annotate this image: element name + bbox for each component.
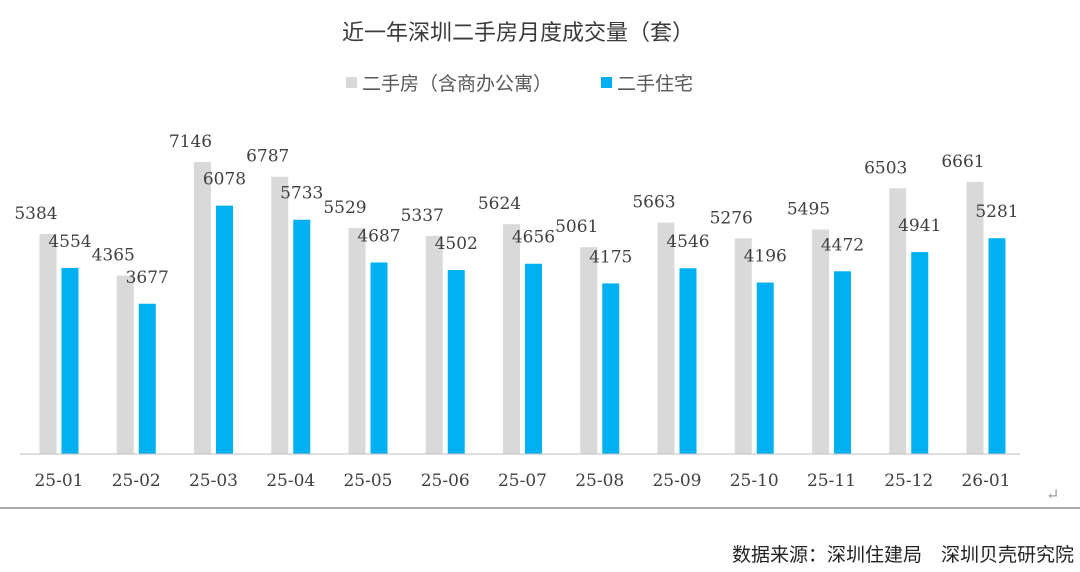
- x-tick-25-12: 25-12: [884, 471, 933, 491]
- value-label-secondhand-all-25-10: 5276: [710, 208, 753, 228]
- value-label-secondhand-residential-25-09: 4546: [666, 232, 709, 252]
- legend-label-secondhand-all: 二手房（含商办公寓）: [362, 73, 552, 95]
- bars-layer: [39, 162, 1006, 454]
- bar-secondhand-residential-25-05: [370, 262, 388, 454]
- value-label-secondhand-all-25-09: 5663: [632, 193, 675, 213]
- bar-secondhand-all-25-07: [503, 224, 520, 454]
- value-label-secondhand-residential-25-10: 4196: [744, 247, 787, 267]
- x-tick-25-01: 25-01: [34, 471, 83, 491]
- chart-title: 近一年深圳二手房月度成交量（套）: [342, 21, 694, 46]
- x-tick-25-06: 25-06: [421, 471, 470, 491]
- x-tick-25-02: 25-02: [112, 471, 161, 491]
- legend-swatch-secondhand-all: [346, 77, 357, 88]
- value-label-secondhand-residential-25-08: 4175: [589, 247, 632, 267]
- legend-swatch-secondhand-residential: [601, 77, 612, 88]
- bar-secondhand-all-25-04: [271, 176, 289, 454]
- x-tick-25-09: 25-09: [652, 471, 701, 491]
- value-label-secondhand-residential-26-01: 5281: [975, 202, 1018, 222]
- bar-secondhand-all-25-06: [425, 235, 443, 454]
- legend-label-secondhand-residential: 二手住宅: [617, 73, 693, 95]
- bar-secondhand-residential-25-07: [525, 263, 542, 454]
- value-label-secondhand-residential-25-02: 3677: [126, 268, 169, 288]
- bar-secondhand-all-25-12: [889, 188, 907, 454]
- x-tick-25-04: 25-04: [266, 471, 315, 491]
- source-note: 数据来源：深圳住建局 深圳贝壳研究院: [732, 544, 1074, 566]
- bar-secondhand-residential-25-04: [293, 219, 311, 454]
- value-label-secondhand-all-25-04: 6787: [246, 147, 289, 167]
- value-label-secondhand-residential-25-07: 4656: [512, 228, 555, 248]
- value-label-secondhand-residential-25-05: 4687: [357, 226, 400, 246]
- return-mark: ↵: [1046, 485, 1059, 504]
- bar-secondhand-all-25-02: [116, 275, 134, 454]
- bar-secondhand-all-26-01: [966, 181, 984, 454]
- x-tick-25-11: 25-11: [807, 471, 856, 491]
- bar-secondhand-all-25-05: [348, 228, 366, 454]
- bar-secondhand-all-25-10: [734, 238, 752, 454]
- value-label-secondhand-residential-25-06: 4502: [435, 234, 478, 254]
- value-label-secondhand-residential-25-11: 4472: [821, 235, 864, 255]
- x-tick-25-08: 25-08: [575, 471, 624, 491]
- bar-secondhand-residential-25-10: [756, 282, 774, 454]
- bar-secondhand-all-25-01: [39, 233, 57, 454]
- bar-secondhand-all-25-03: [194, 162, 211, 454]
- bar-secondhand-residential-25-06: [447, 270, 465, 454]
- x-tick-25-07: 25-07: [498, 471, 547, 491]
- value-label-secondhand-all-25-05: 5529: [323, 198, 366, 218]
- bar-secondhand-residential-25-12: [911, 252, 929, 454]
- value-label-secondhand-residential-25-03: 6078: [203, 170, 246, 190]
- bar-secondhand-residential-25-11: [834, 271, 851, 454]
- value-label-secondhand-all-25-11: 5495: [787, 199, 830, 219]
- value-label-secondhand-all-25-08: 5061: [555, 217, 598, 237]
- bar-secondhand-residential-25-01: [61, 267, 79, 454]
- x-tick-25-10: 25-10: [730, 471, 779, 491]
- bar-secondhand-all-25-09: [657, 222, 675, 454]
- value-label-secondhand-residential-25-12: 4941: [898, 216, 941, 236]
- value-label-secondhand-all-25-06: 5337: [401, 206, 444, 226]
- bar-secondhand-residential-25-03: [216, 205, 233, 454]
- x-axis-ticks: 25-01 25-02 25-03 25-04 25-05 25-06 25-07 25-08…: [34, 471, 1010, 491]
- bar-secondhand-residential-25-08: [602, 283, 620, 454]
- bar-secondhand-residential-26-01: [988, 238, 1006, 454]
- value-label-secondhand-all-25-03: 7146: [169, 132, 212, 152]
- legend: 二手房（含商办公寓） 二手住宅: [346, 73, 693, 95]
- value-label-secondhand-all-25-07: 5624: [478, 194, 521, 214]
- value-label-secondhand-all-25-01: 5384: [14, 204, 57, 224]
- bar-secondhand-all-25-11: [812, 229, 829, 454]
- x-tick-26-01: 26-01: [961, 471, 1010, 491]
- value-label-secondhand-residential-25-01: 4554: [48, 232, 91, 252]
- x-tick-25-03: 25-03: [189, 471, 238, 491]
- x-tick-25-05: 25-05: [343, 471, 392, 491]
- value-label-secondhand-all-25-02: 4365: [92, 246, 135, 266]
- value-label-secondhand-residential-25-04: 5733: [280, 184, 323, 204]
- value-label-secondhand-all-25-12: 6503: [864, 158, 907, 178]
- bar-secondhand-all-25-08: [580, 247, 598, 454]
- bar-secondhand-residential-25-02: [138, 303, 156, 454]
- bar-secondhand-residential-25-09: [679, 268, 697, 454]
- value-label-secondhand-all-26-01: 6661: [941, 152, 984, 172]
